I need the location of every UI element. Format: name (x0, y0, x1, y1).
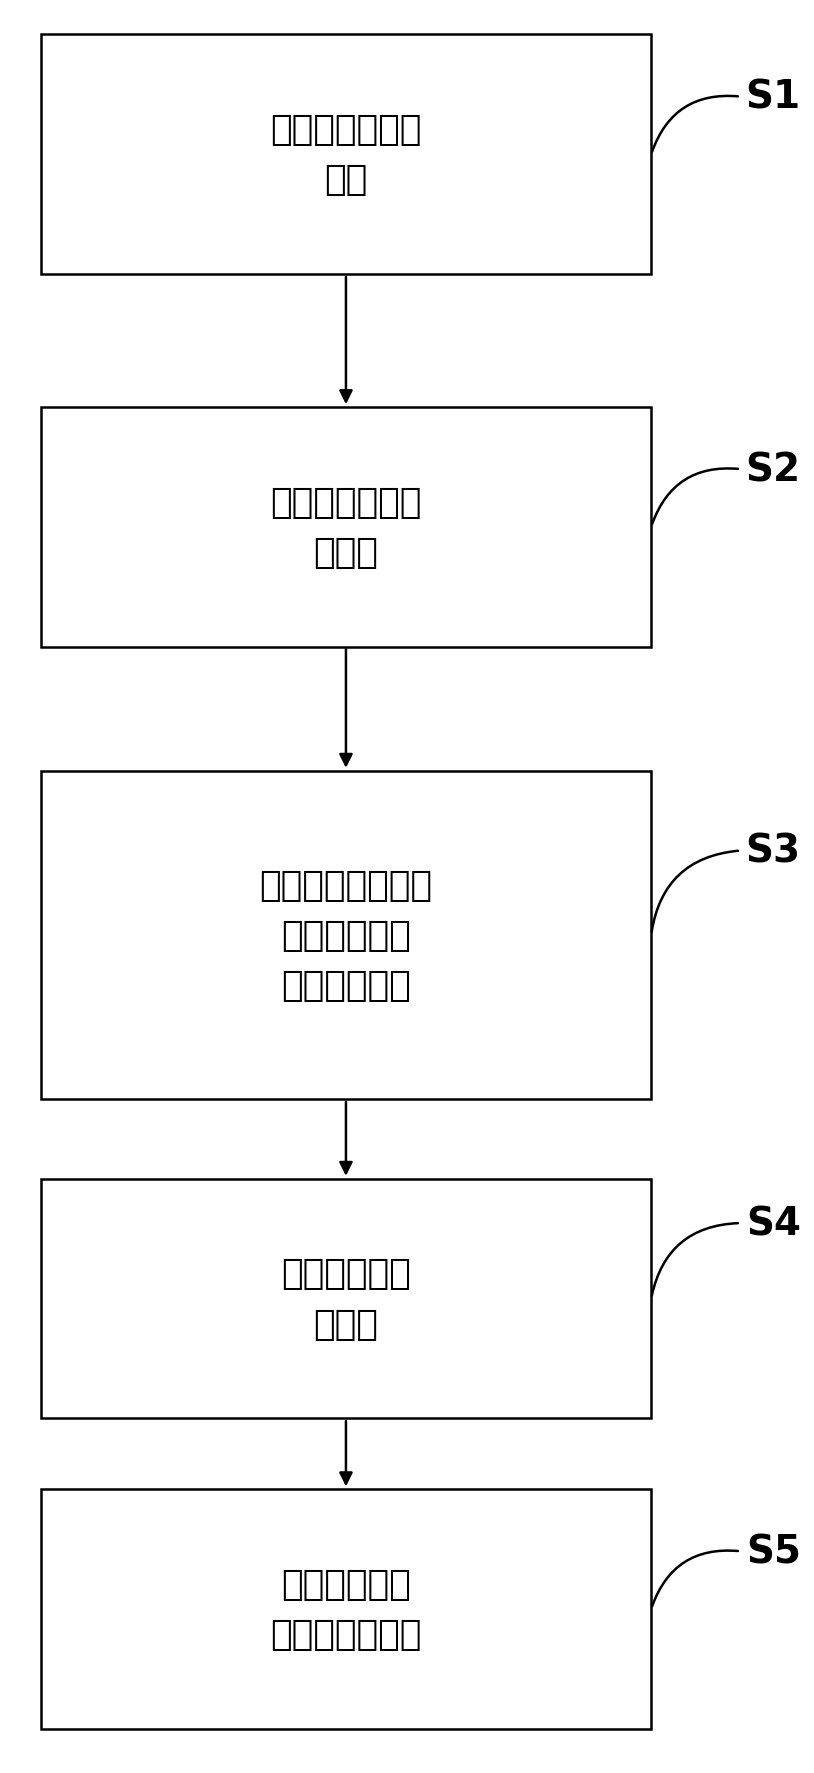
Text: 形成基线对，精确
相位调节，并
形成干涉条纹: 形成基线对，精确 相位调节，并 形成干涉条纹 (260, 869, 432, 1002)
Bar (41, 1179, 651, 1418)
Bar (41, 771, 651, 1099)
Text: 确定透镜阵列的
分布: 确定透镜阵列的 分布 (270, 113, 422, 197)
Bar (41, 408, 651, 647)
Text: 获得目标数字
图像和光谱图像: 获得目标数字 图像和光谱图像 (270, 1567, 422, 1651)
Bar (41, 1489, 651, 1729)
Text: S1: S1 (746, 78, 801, 117)
Text: S3: S3 (746, 832, 801, 871)
Text: S4: S4 (746, 1204, 801, 1243)
Text: 对入射光进行相
位调节: 对入射光进行相 位调节 (270, 486, 422, 569)
Text: S5: S5 (746, 1532, 801, 1571)
Text: 提取干涉条纹
的信息: 提取干涉条纹 的信息 (281, 1257, 411, 1340)
Bar (41, 35, 651, 275)
Text: S2: S2 (746, 450, 801, 489)
